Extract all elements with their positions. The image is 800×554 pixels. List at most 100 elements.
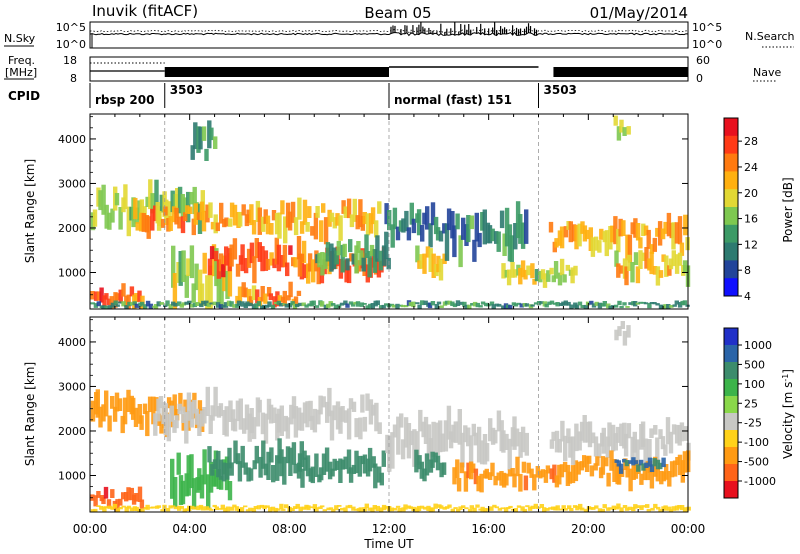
range-time-cell (194, 263, 199, 291)
range-time-cell (297, 302, 303, 307)
range-time-cell (518, 473, 523, 492)
range-time-cell (134, 293, 139, 303)
range-time-cell (399, 413, 404, 428)
range-time-cell (381, 504, 387, 511)
range-time-cell (270, 506, 276, 511)
range-time-cell (641, 223, 646, 236)
range-time-cell (114, 193, 120, 206)
range-time-cell (582, 455, 587, 468)
range-time-cell (658, 462, 663, 470)
range-time-cell (655, 227, 660, 237)
range-time-cell (107, 415, 112, 432)
colorbar-tick-label: 4 (744, 290, 751, 303)
range-time-cell (671, 506, 677, 511)
range-time-cell (340, 244, 345, 273)
range-time-cell (288, 245, 293, 255)
colorbar-swatch (724, 464, 738, 482)
colorbar-tick-label: -500 (744, 456, 769, 469)
range-time-cell (201, 300, 206, 305)
range-time-cell (263, 209, 268, 224)
range-time-cell (343, 300, 348, 305)
range-time-cell (332, 405, 337, 421)
range-time-cell (600, 456, 606, 475)
range-time-cell (289, 404, 294, 425)
range-time-cell (343, 507, 348, 512)
range-time-cell (160, 509, 165, 512)
range-time-cell (472, 507, 477, 512)
range-time-cell (229, 301, 234, 307)
range-time-cell (379, 472, 384, 486)
range-time-cell (560, 420, 565, 442)
range-time-cell (288, 281, 293, 298)
range-time-cell (202, 407, 207, 424)
range-time-cell (308, 400, 313, 422)
range-time-cell (255, 289, 260, 304)
range-time-cell (243, 462, 248, 475)
range-time-cell (484, 468, 489, 479)
range-time-cell (118, 506, 123, 510)
range-time-cell (577, 301, 583, 306)
range-time-cell (625, 234, 630, 261)
range-time-cell (665, 417, 671, 445)
range-time-cell (166, 218, 171, 232)
range-time-cell (569, 304, 574, 309)
range-time-cell (348, 239, 353, 253)
range-time-cell (358, 199, 363, 228)
range-time-cell (609, 450, 614, 471)
range-time-cell (520, 222, 526, 249)
range-time-cell (143, 304, 148, 309)
range-time-cell (107, 212, 112, 230)
range-time-cell (227, 447, 232, 469)
range-time-cell (256, 505, 262, 510)
range-time-cell (567, 505, 572, 510)
range-time-cell (378, 305, 384, 309)
range-time-cell (276, 408, 282, 433)
range-time-cell (360, 394, 365, 413)
range-time-cell (218, 304, 224, 309)
range-time-cell (448, 431, 454, 449)
range-time-cell (527, 506, 533, 511)
range-time-cell (303, 457, 308, 471)
range-time-cell (216, 259, 222, 279)
range-time-cell (663, 444, 668, 456)
range-time-cell (521, 461, 527, 473)
range-time-cell (268, 507, 273, 512)
range-time-cell (515, 456, 520, 477)
range-time-cell (442, 223, 447, 234)
range-time-cell (163, 403, 168, 436)
range-time-cell (319, 220, 324, 242)
range-time-cell (652, 302, 657, 305)
range-time-cell (617, 300, 622, 305)
range-time-cell (221, 304, 226, 308)
range-time-cell (428, 223, 433, 248)
range-time-cell (126, 487, 131, 501)
range-time-cell (669, 305, 674, 308)
range-time-cell (638, 237, 643, 249)
range-time-cell (622, 505, 628, 509)
cpid-segment-label: normal (fast) 151 (394, 93, 512, 107)
colorbar-frame (723, 117, 739, 297)
colorbar-swatch (724, 189, 738, 208)
colorbar-swatch (724, 481, 738, 499)
range-time-cell (336, 240, 341, 256)
range-time-cell (168, 304, 173, 309)
range-time-cell (277, 295, 283, 302)
range-time-cell (163, 206, 168, 216)
range-time-cell (166, 413, 171, 442)
range-time-cell (103, 486, 109, 499)
range-time-cell (351, 464, 357, 474)
range-time-cell (644, 462, 649, 468)
range-time-cell (384, 231, 389, 260)
x-tick-label: 04:00 (172, 522, 207, 536)
range-time-cell (349, 253, 354, 262)
range-time-cell (501, 305, 506, 309)
range-time-cell (542, 273, 548, 288)
range-time-cell (590, 432, 596, 444)
range-time-cell (590, 237, 596, 257)
range-time-cell (553, 302, 558, 305)
range-time-cell (192, 186, 197, 215)
range-time-cell (176, 452, 181, 475)
velocity-colorbar-label-exponent: -1 (781, 374, 790, 382)
range-time-cell (332, 217, 337, 229)
power-panel: 1000 2000 3000 4000 Slant Range [km] 28 24 20… (23, 113, 795, 310)
